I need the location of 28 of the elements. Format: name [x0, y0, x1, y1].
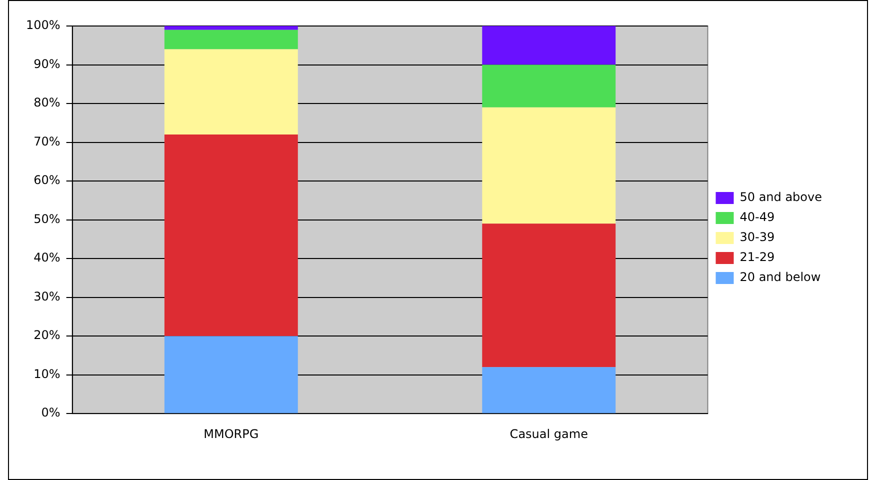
bar — [482, 26, 616, 65]
bar — [482, 224, 616, 368]
bar — [164, 49, 298, 135]
bar — [482, 64, 616, 108]
bar — [482, 367, 616, 414]
legend-label: 50 and above — [740, 190, 822, 204]
x-tick-label: Casual game — [510, 426, 588, 441]
legend-label: 30-39 — [740, 230, 775, 244]
y-tick-label: 100% — [26, 18, 60, 32]
bar — [164, 30, 298, 50]
y-tick-label: 10% — [34, 366, 60, 381]
y-tick-label: 0% — [41, 406, 60, 420]
bar — [164, 26, 298, 30]
legend-label: 20 and below — [740, 270, 821, 284]
y-tick-label: 70% — [34, 134, 60, 148]
bar — [164, 134, 298, 336]
bar — [482, 107, 616, 224]
y-tick-label: 80% — [34, 96, 60, 110]
bar — [164, 336, 298, 414]
y-tick-label: 40% — [34, 250, 60, 265]
legend-label: 40-49 — [740, 210, 775, 224]
legend-label: 21-29 — [740, 250, 775, 264]
y-tick-label: 20% — [34, 328, 60, 342]
y-tick-label: 90% — [34, 56, 60, 71]
y-tick-label: 50% — [34, 212, 60, 226]
x-tick-label: MMORPG — [204, 426, 259, 441]
y-tick-label: 60% — [34, 173, 60, 188]
y-tick-label: 30% — [34, 289, 60, 304]
